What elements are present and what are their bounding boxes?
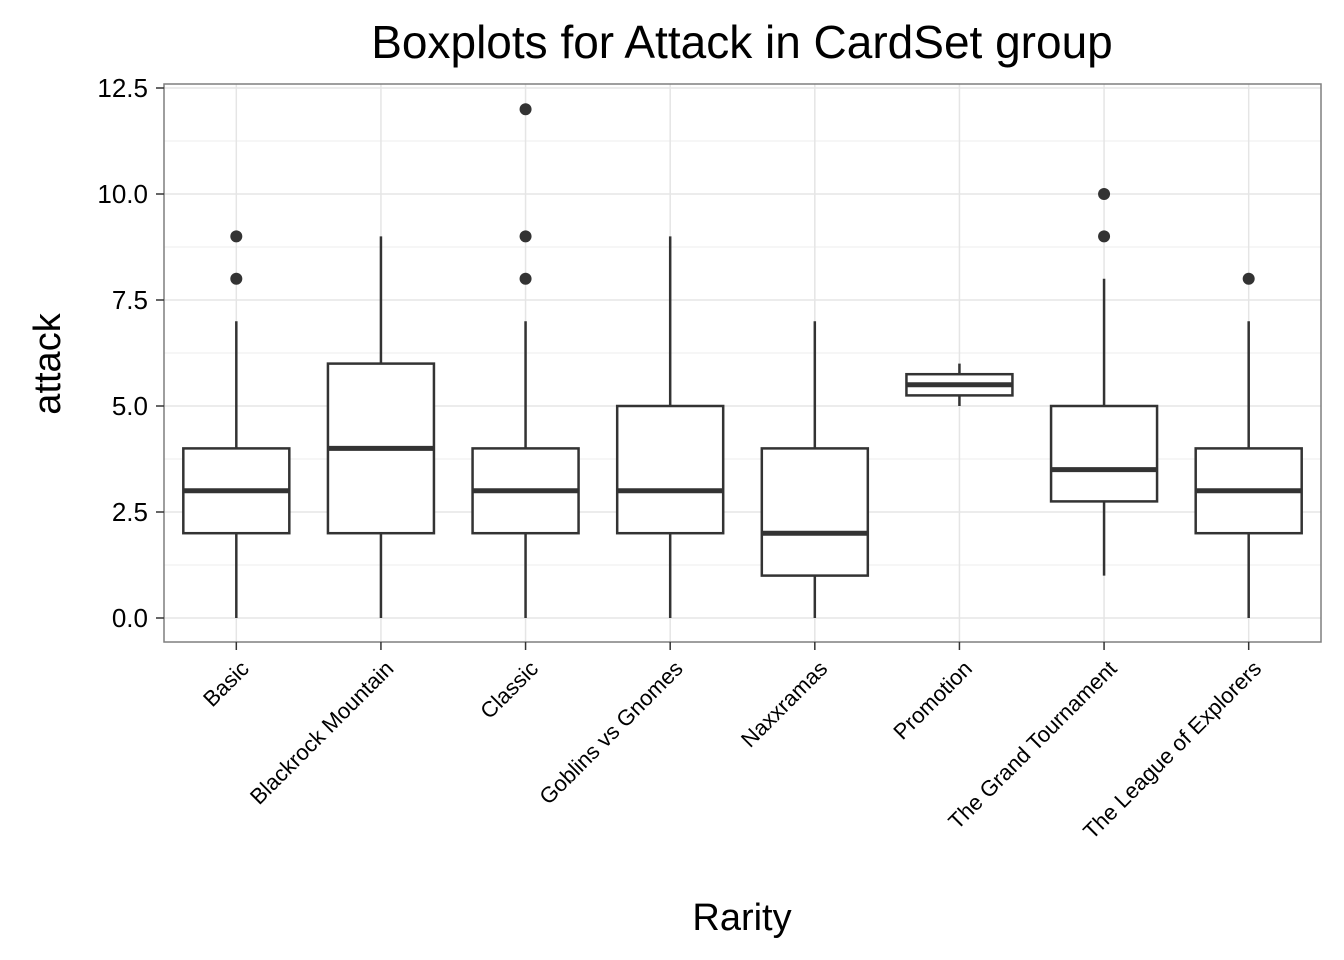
y-axis: 0.0 2.5 5.0 7.5 10.0 12.5 (97, 73, 164, 633)
outlier-point (230, 230, 243, 243)
x-tick-label: Basic (198, 656, 254, 712)
x-tick-label: Classic (475, 656, 543, 724)
iqr-box (760, 447, 870, 577)
x-tick-label: Blackrock Mountain (245, 656, 398, 809)
outlier-point (519, 272, 532, 285)
y-axis-title: attack (27, 312, 69, 414)
y-tick-label: 12.5 (97, 73, 148, 103)
box-classic (471, 103, 580, 618)
outlier-point (519, 230, 532, 243)
outlier-point (230, 272, 243, 285)
chart-title: Boxplots for Attack in CardSet group (371, 16, 1113, 68)
x-tick-label: Naxxramas (736, 656, 832, 752)
outlier-point (1098, 230, 1111, 243)
y-tick-label: 10.0 (97, 179, 148, 209)
box-blackrock-mountain (326, 236, 436, 618)
plot-panel-border (163, 83, 1322, 643)
y-tick-label: 5.0 (112, 391, 148, 421)
box-promotion (905, 363, 1014, 406)
y-tick-label: 2.5 (112, 497, 148, 527)
y-tick-label: 0.0 (112, 603, 148, 633)
outlier-point (519, 103, 532, 116)
x-axis-title: Rarity (692, 897, 791, 939)
x-tick-label: The Grand Tournament (943, 656, 1121, 834)
box-the-grand-tournament (1049, 188, 1159, 576)
outlier-point (1098, 188, 1111, 200)
iqr-box (615, 404, 725, 535)
box-basic (182, 230, 291, 618)
x-tick-label: Goblins vs Gnomes (534, 656, 687, 809)
outlier-point (1242, 272, 1255, 285)
box-goblins-vs-gnomes (615, 236, 725, 618)
x-tick-label: Promotion (888, 656, 977, 745)
box-naxxramas (760, 321, 870, 618)
iqr-box (1049, 404, 1159, 503)
y-tick-label: 7.5 (112, 285, 148, 315)
box-series (182, 103, 1303, 618)
box-the-league-of-explorers (1194, 272, 1303, 618)
